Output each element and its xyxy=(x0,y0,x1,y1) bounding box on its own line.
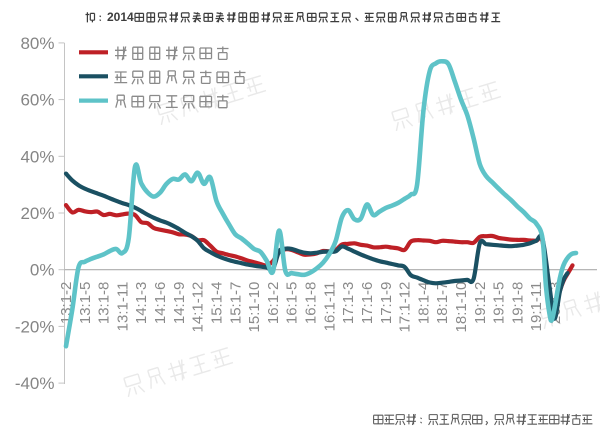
svg-text:2014: 2014 xyxy=(107,10,134,24)
svg-text:60%: 60% xyxy=(20,91,54,110)
svg-text:19:1-2: 19:1-2 xyxy=(472,282,489,325)
svg-text:19:1-11: 19:1-11 xyxy=(528,282,545,332)
svg-text:0%: 0% xyxy=(30,261,55,280)
svg-text:17:1-9: 17:1-9 xyxy=(378,282,395,325)
svg-text:17:1-3: 17:1-3 xyxy=(340,282,357,325)
svg-text:14:1-3: 14:1-3 xyxy=(133,282,150,325)
svg-text:15:1-7: 15:1-7 xyxy=(227,282,244,325)
svg-text:19:1-5: 19:1-5 xyxy=(491,282,508,325)
svg-text:16:1-2: 16:1-2 xyxy=(265,282,282,325)
svg-text:15:1-10: 15:1-10 xyxy=(246,282,263,333)
svg-text:-20%: -20% xyxy=(15,317,55,336)
svg-text:18:1-4: 18:1-4 xyxy=(415,282,432,325)
svg-text:16:1-5: 16:1-5 xyxy=(284,282,301,325)
svg-text:16:1-8: 16:1-8 xyxy=(303,282,320,325)
svg-text:13:1-8: 13:1-8 xyxy=(96,282,113,325)
svg-text:13:1-11: 13:1-11 xyxy=(114,282,131,332)
svg-text:14:1-9: 14:1-9 xyxy=(171,282,188,325)
svg-text:-40%: -40% xyxy=(15,374,55,393)
svg-text:40%: 40% xyxy=(20,147,54,166)
svg-text:19:1-8: 19:1-8 xyxy=(509,282,526,325)
svg-text:20%: 20% xyxy=(20,204,54,223)
svg-text:18:1-7: 18:1-7 xyxy=(434,282,451,325)
svg-text:17:1-6: 17:1-6 xyxy=(359,282,376,325)
svg-text:14:1-6: 14:1-6 xyxy=(152,282,169,325)
svg-text:14:1-12: 14:1-12 xyxy=(190,282,207,333)
svg-text:18:1-10: 18:1-10 xyxy=(453,282,470,333)
svg-text:16:1-11: 16:1-11 xyxy=(321,282,338,332)
svg-text:15:1-4: 15:1-4 xyxy=(209,282,226,325)
svg-text:80%: 80% xyxy=(20,34,54,53)
svg-text:17:1-12: 17:1-12 xyxy=(397,282,414,333)
svg-text:13:1-5: 13:1-5 xyxy=(77,282,94,325)
